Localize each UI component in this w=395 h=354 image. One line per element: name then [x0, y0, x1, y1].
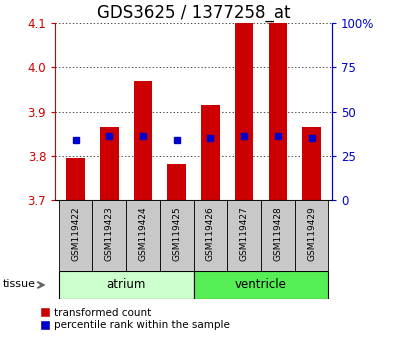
Bar [126, 200, 160, 271]
Text: GSM119429: GSM119429 [307, 207, 316, 261]
Title: GDS3625 / 1377258_at: GDS3625 / 1377258_at [97, 4, 290, 22]
Bar [295, 200, 328, 271]
Bar [59, 200, 92, 271]
Bar [59, 271, 194, 299]
Text: atrium: atrium [106, 279, 146, 291]
Bar [194, 200, 227, 271]
Bar [227, 200, 261, 271]
Text: GSM119422: GSM119422 [71, 207, 80, 261]
Text: GSM119425: GSM119425 [172, 207, 181, 261]
Bar [302, 127, 321, 200]
Text: GSM119423: GSM119423 [105, 207, 114, 261]
Bar [100, 127, 118, 200]
Bar [261, 200, 295, 271]
Text: tissue: tissue [3, 279, 36, 289]
Bar [92, 200, 126, 271]
Bar [201, 105, 220, 200]
Bar [66, 158, 85, 200]
Bar [167, 164, 186, 200]
Text: GSM119428: GSM119428 [273, 207, 282, 261]
Text: GSM119426: GSM119426 [206, 207, 215, 261]
Legend: transformed count, percentile rank within the sample: transformed count, percentile rank withi… [41, 308, 230, 331]
Bar [269, 23, 287, 200]
Bar [160, 200, 194, 271]
Text: GSM119424: GSM119424 [139, 207, 147, 261]
Bar [134, 80, 152, 200]
Text: GSM119427: GSM119427 [240, 207, 248, 261]
Text: ventricle: ventricle [235, 279, 287, 291]
Bar [194, 271, 328, 299]
Bar [235, 23, 254, 200]
